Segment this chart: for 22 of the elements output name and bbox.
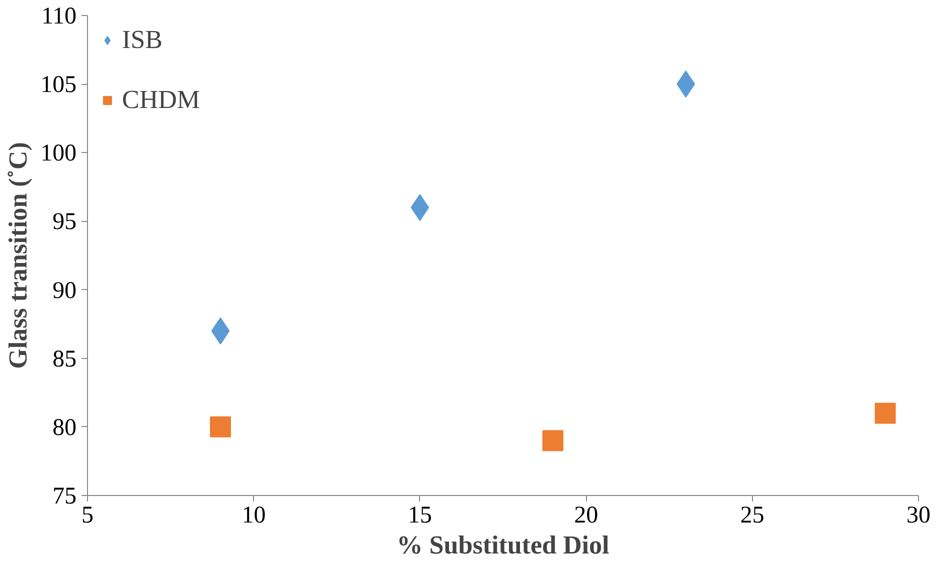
y-tick-label: 100 (40, 140, 76, 167)
x-tick-label: 25 (740, 502, 764, 528)
legend-label: CHDM (122, 85, 200, 115)
point (210, 416, 231, 438)
y-tick-label: 110 (41, 4, 76, 30)
legend-label: ISB (122, 25, 162, 55)
point (874, 402, 896, 424)
x-tick-label: 20 (574, 502, 598, 528)
y-axis-title: Glass transition (˚C) (4, 142, 32, 369)
y-tick-label: 90 (52, 278, 76, 304)
x-tick-label: 10 (242, 502, 266, 528)
x-axis-title: % Substituted Diol (396, 530, 610, 560)
y-tick-label: 95 (52, 209, 76, 236)
y-tick-label: 85 (52, 346, 76, 372)
x-tick-label: 15 (408, 502, 432, 528)
y-tick-label: 75 (52, 484, 76, 510)
x-tick-label: 5 (82, 502, 94, 528)
point (410, 194, 430, 221)
point (542, 430, 564, 452)
y-tick-label: 105 (40, 72, 76, 98)
y-tick-label: 80 (52, 414, 76, 441)
x-tick-label: 30 (906, 502, 930, 528)
